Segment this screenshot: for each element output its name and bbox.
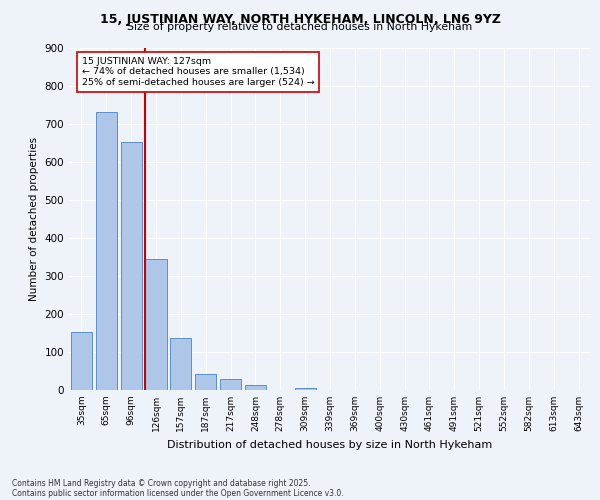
Text: 15, JUSTINIAN WAY, NORTH HYKEHAM, LINCOLN, LN6 9YZ: 15, JUSTINIAN WAY, NORTH HYKEHAM, LINCOL… xyxy=(100,12,500,26)
Text: Contains HM Land Registry data © Crown copyright and database right 2025.: Contains HM Land Registry data © Crown c… xyxy=(12,478,311,488)
Bar xyxy=(71,332,92,390)
Bar xyxy=(121,142,142,390)
Text: 15 JUSTINIAN WAY: 127sqm
← 74% of detached houses are smaller (1,534)
25% of sem: 15 JUSTINIAN WAY: 127sqm ← 74% of detach… xyxy=(82,57,314,87)
Bar xyxy=(145,260,167,390)
Bar xyxy=(170,338,191,390)
X-axis label: Distribution of detached houses by size in North Hykeham: Distribution of detached houses by size … xyxy=(167,440,493,450)
Bar xyxy=(96,112,117,390)
Bar xyxy=(295,388,316,390)
Bar xyxy=(195,374,216,390)
Bar xyxy=(220,378,241,390)
Bar xyxy=(245,386,266,390)
Text: Contains public sector information licensed under the Open Government Licence v3: Contains public sector information licen… xyxy=(12,488,344,498)
Y-axis label: Number of detached properties: Number of detached properties xyxy=(29,136,39,301)
Text: Size of property relative to detached houses in North Hykeham: Size of property relative to detached ho… xyxy=(127,22,473,32)
